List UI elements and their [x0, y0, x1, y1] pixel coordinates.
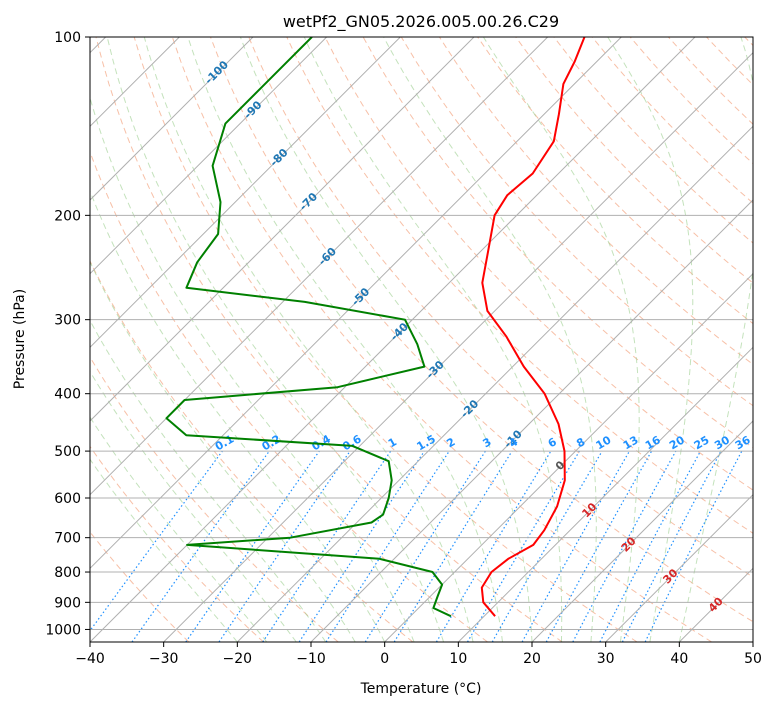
moist-adiabat-line: [90, 260, 356, 642]
y-tick-label: 600: [54, 491, 81, 507]
mixing-ratio-line: [644, 450, 743, 642]
y-tick-label: 500: [54, 444, 81, 460]
y-tick-label: 300: [54, 313, 81, 329]
isotherm-line: [90, 37, 328, 275]
mixing-ratio-line: [545, 450, 653, 642]
y-tick-label: 700: [54, 531, 81, 547]
moist-adiabat-line: [383, 37, 597, 642]
y-tick-label: 100: [54, 30, 81, 46]
isotherm-line: [236, 125, 753, 642]
y-tick-label: 900: [54, 595, 81, 611]
moist-adiabat-line: [187, 37, 503, 642]
x-tick-label: −30: [149, 651, 179, 667]
dry-adiabat-line: [515, 37, 753, 284]
moist-adiabat-line: [482, 37, 640, 642]
mixing-ratio-line: [298, 450, 425, 642]
isotherm-line: [384, 272, 753, 642]
y-tick-label: 800: [54, 565, 81, 581]
dry-adiabat-line: [133, 37, 638, 642]
x-axis-title: Temperature (°C): [360, 681, 482, 697]
isotherm-line: [605, 493, 753, 642]
isotherm-line: [90, 37, 696, 642]
dry-adiabat-line: [324, 37, 753, 491]
isotherm-line: [457, 346, 753, 642]
x-tick-label: 10: [449, 651, 467, 667]
moist-adiabat-line: [143, 37, 474, 642]
isotherm-line: [90, 37, 254, 201]
isotherm-line: [531, 420, 753, 642]
x-tick-label: 0: [380, 651, 389, 667]
moist-adiabat-line: [90, 319, 327, 642]
y-tick-label: 1000: [45, 622, 81, 638]
x-tick-label: −20: [223, 651, 253, 667]
moist-adiabat-line: [106, 37, 445, 642]
isotherm-line: [90, 37, 549, 496]
moist-adiabat-line: [90, 370, 297, 642]
mixing-ratio-line: [521, 450, 631, 642]
background-lines: [90, 37, 753, 642]
mixing-ratio-line: [185, 450, 320, 642]
mixing-ratio-line: [572, 450, 677, 642]
dry-adiabat-line: [90, 356, 339, 642]
mixing-ratio-line: [393, 450, 513, 642]
isotherm-line: [90, 37, 475, 422]
y-tick-label: 200: [54, 208, 81, 224]
moist-adiabat-line: [303, 37, 563, 642]
y-tick-label: 400: [54, 387, 81, 403]
dry-adiabat-line: [171, 37, 712, 642]
plot-frame: [89, 36, 754, 643]
x-axis-ticks: −40 −30 −20 −10 0 10 20 30 40 50: [75, 642, 762, 667]
moist-adiabat-line: [678, 37, 753, 642]
dry-adiabat-line: [95, 37, 563, 642]
moist-adiabat-line: [90, 189, 386, 642]
x-tick-label: −40: [75, 651, 105, 667]
dry-adiabat-line: [248, 37, 753, 578]
moist-adiabat-line: [607, 37, 694, 642]
moist-adiabat-line: [239, 37, 533, 642]
y-axis-title: Pressure (hPa): [12, 289, 28, 389]
x-tick-label: 40: [670, 651, 688, 667]
profile-series: [165, 37, 586, 618]
mixing-ratio-line: [90, 450, 223, 632]
dry-adiabat-line: [286, 37, 753, 534]
x-tick-label: 50: [744, 651, 762, 667]
dry-adiabat-line: [90, 259, 414, 642]
mixing-ratio-line: [218, 450, 351, 642]
x-tick-label: 20: [523, 651, 541, 667]
isotherm-line: [310, 199, 753, 642]
chart-title: wetPf2_GN05.2026.005.00.26.C29: [283, 12, 559, 32]
mixing-ratio-line: [131, 450, 270, 642]
dewpoint-profile-line: [165, 37, 452, 618]
x-tick-label: −10: [296, 651, 326, 667]
temperature-profile-line: [480, 37, 586, 617]
x-tick-label: 30: [597, 651, 615, 667]
moist-adiabat-line: [90, 458, 238, 642]
mixing-ratio-line: [325, 450, 450, 642]
dry-adiabat-line: [210, 37, 753, 623]
dry-adiabat-line: [90, 445, 264, 642]
mixing-ratio-line: [262, 450, 392, 642]
y-axis-ticks: 100 200 300 400 500 600 700 800 900 1000: [45, 30, 90, 638]
isotherm-line: [90, 37, 622, 570]
isotherm-line: [90, 37, 401, 349]
isotherm-line: [163, 51, 753, 642]
moist-adiabat-line: [90, 416, 268, 642]
